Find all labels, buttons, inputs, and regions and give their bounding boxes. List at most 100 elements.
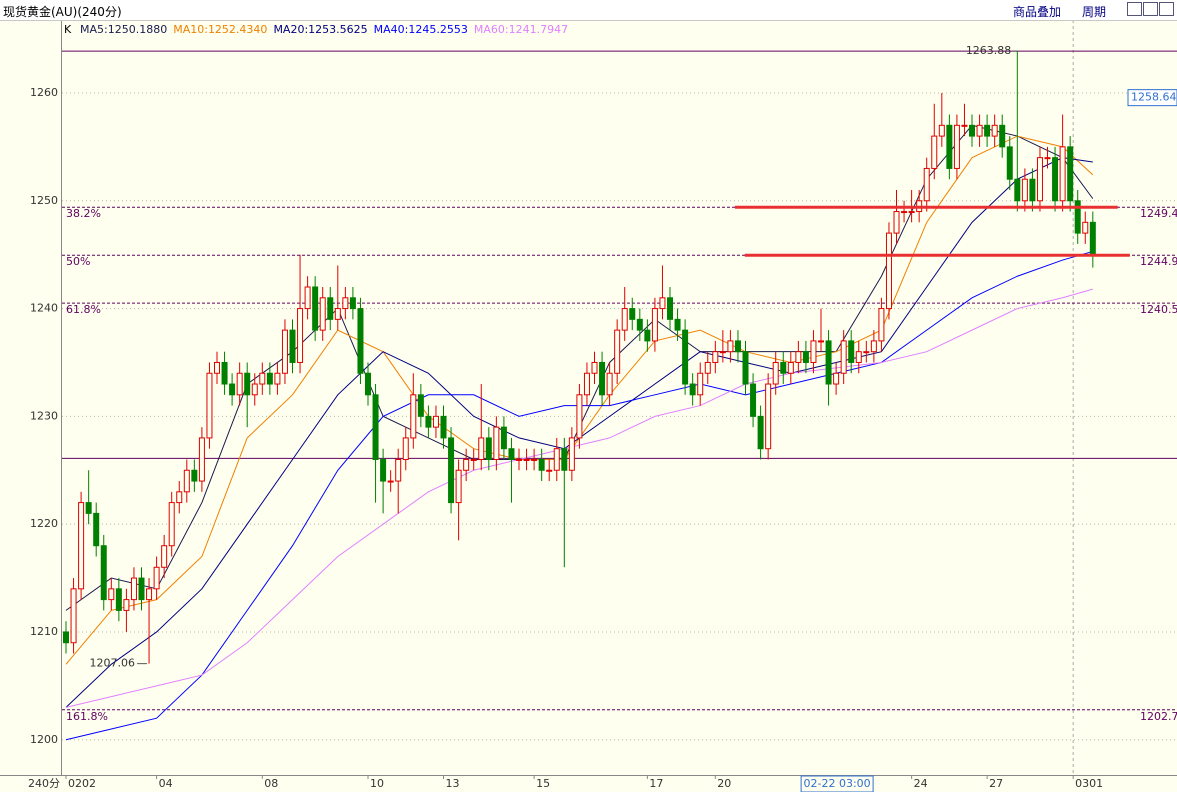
candle-body bbox=[1014, 178, 1021, 202]
candle-body bbox=[999, 124, 1006, 148]
candle-body bbox=[636, 318, 643, 331]
candle-body bbox=[274, 372, 281, 385]
candle-body bbox=[1067, 146, 1074, 202]
candle-body bbox=[198, 437, 205, 482]
candle-body bbox=[568, 437, 575, 471]
candle-body bbox=[576, 394, 583, 439]
y-tick-label: 1220 bbox=[30, 517, 58, 530]
candle-body bbox=[561, 448, 568, 471]
candle-body bbox=[312, 286, 319, 331]
candle-body bbox=[825, 340, 832, 385]
candle-body bbox=[802, 351, 809, 363]
candle-body bbox=[621, 308, 628, 331]
candle-body bbox=[772, 361, 779, 385]
candle-body bbox=[432, 415, 439, 428]
candle-body bbox=[365, 372, 372, 396]
x-tick-label: 0301 bbox=[1075, 777, 1103, 790]
candle-body bbox=[485, 437, 492, 460]
candle-body bbox=[327, 297, 334, 320]
candle-body bbox=[651, 308, 658, 342]
candle-body bbox=[448, 437, 455, 504]
candle-body bbox=[289, 329, 296, 363]
candle-body bbox=[591, 361, 598, 374]
top-bar: 现货黄金(AU)(240分) 商品叠加 周期 bbox=[0, 0, 1177, 21]
x-tick-label: 17 bbox=[649, 777, 663, 790]
candle-body bbox=[342, 297, 349, 310]
candle-body bbox=[1036, 157, 1043, 202]
candle-body bbox=[500, 426, 507, 450]
candle-body bbox=[991, 124, 998, 137]
candle-body bbox=[901, 211, 908, 214]
candle-body bbox=[531, 458, 538, 461]
y-tick-label: 1230 bbox=[30, 409, 58, 422]
period-label: 240分 bbox=[28, 777, 60, 790]
candle-body bbox=[85, 502, 92, 514]
fib-name: 50% bbox=[66, 255, 90, 268]
y-tick-label: 1210 bbox=[30, 625, 58, 638]
candle-body bbox=[417, 394, 424, 417]
fib-value: 1240.50 bbox=[1140, 303, 1177, 316]
candle-body bbox=[629, 308, 636, 320]
chart: K MA5:1250.1880 MA10:1252.4340 MA20:1253.56… bbox=[0, 21, 1177, 792]
candle-body bbox=[795, 351, 802, 363]
ma-line bbox=[65, 124, 1094, 611]
candle-body bbox=[115, 588, 122, 611]
candle-body bbox=[863, 351, 870, 354]
candle-body bbox=[229, 383, 236, 396]
fib-value: 1249.40 bbox=[1140, 207, 1177, 220]
fib-value: 1244.95 bbox=[1140, 255, 1177, 268]
candle-body bbox=[538, 458, 545, 471]
candle-body bbox=[478, 437, 485, 460]
candle-body bbox=[1089, 221, 1096, 256]
icon-buttons[interactable] bbox=[1127, 2, 1175, 16]
legend-entry: MA40:1245.2553 bbox=[374, 23, 468, 36]
candle-body bbox=[855, 351, 862, 363]
candle-body bbox=[425, 415, 432, 428]
candle-body bbox=[1052, 157, 1059, 202]
candle-body bbox=[787, 361, 794, 374]
candle-body bbox=[523, 458, 530, 461]
button[interactable]: 商品叠加 bbox=[1013, 5, 1062, 19]
candle-body bbox=[395, 458, 402, 482]
candle-body bbox=[953, 124, 960, 169]
candle-body bbox=[266, 372, 273, 385]
candle-body bbox=[100, 545, 107, 601]
candle-body bbox=[161, 545, 168, 568]
candle-body bbox=[810, 340, 817, 363]
candle-body bbox=[508, 448, 515, 460]
candle-body bbox=[606, 372, 613, 396]
candle-body bbox=[697, 372, 704, 396]
candle-body bbox=[153, 566, 160, 590]
candle-body bbox=[689, 383, 696, 396]
x-tick-label: 04 bbox=[159, 777, 173, 790]
title: 现货黄金(AU)(240分) bbox=[3, 5, 122, 19]
candle-body bbox=[659, 297, 666, 310]
button[interactable]: 周期 bbox=[1082, 5, 1107, 19]
candle-body bbox=[70, 588, 77, 644]
fib-name: 161.8% bbox=[66, 710, 108, 723]
candle-body bbox=[750, 383, 757, 417]
legend-entry: MA10:1252.4340 bbox=[173, 23, 267, 36]
x-tick-label: 13 bbox=[446, 777, 460, 790]
candle-body bbox=[108, 588, 115, 601]
candle-body bbox=[470, 458, 477, 461]
candle-body bbox=[251, 383, 258, 396]
candle-body bbox=[742, 351, 749, 385]
candle-body bbox=[372, 394, 379, 460]
candle-body bbox=[583, 372, 590, 396]
candle-body bbox=[93, 512, 100, 547]
candle-body bbox=[946, 124, 953, 169]
candle-body bbox=[387, 480, 394, 483]
candle-body bbox=[614, 329, 621, 374]
legend-entry: MA5:1250.1880 bbox=[80, 23, 167, 36]
candle-body bbox=[123, 599, 130, 611]
candle-body bbox=[765, 383, 772, 450]
y-tick-label: 1240 bbox=[30, 302, 58, 315]
candle-body bbox=[553, 448, 560, 471]
candle-body bbox=[183, 469, 190, 493]
candle-body bbox=[440, 415, 447, 439]
fib-value: 1202.78 bbox=[1140, 710, 1177, 723]
y-tick-label: 1200 bbox=[30, 733, 58, 746]
candle-body bbox=[304, 286, 311, 310]
